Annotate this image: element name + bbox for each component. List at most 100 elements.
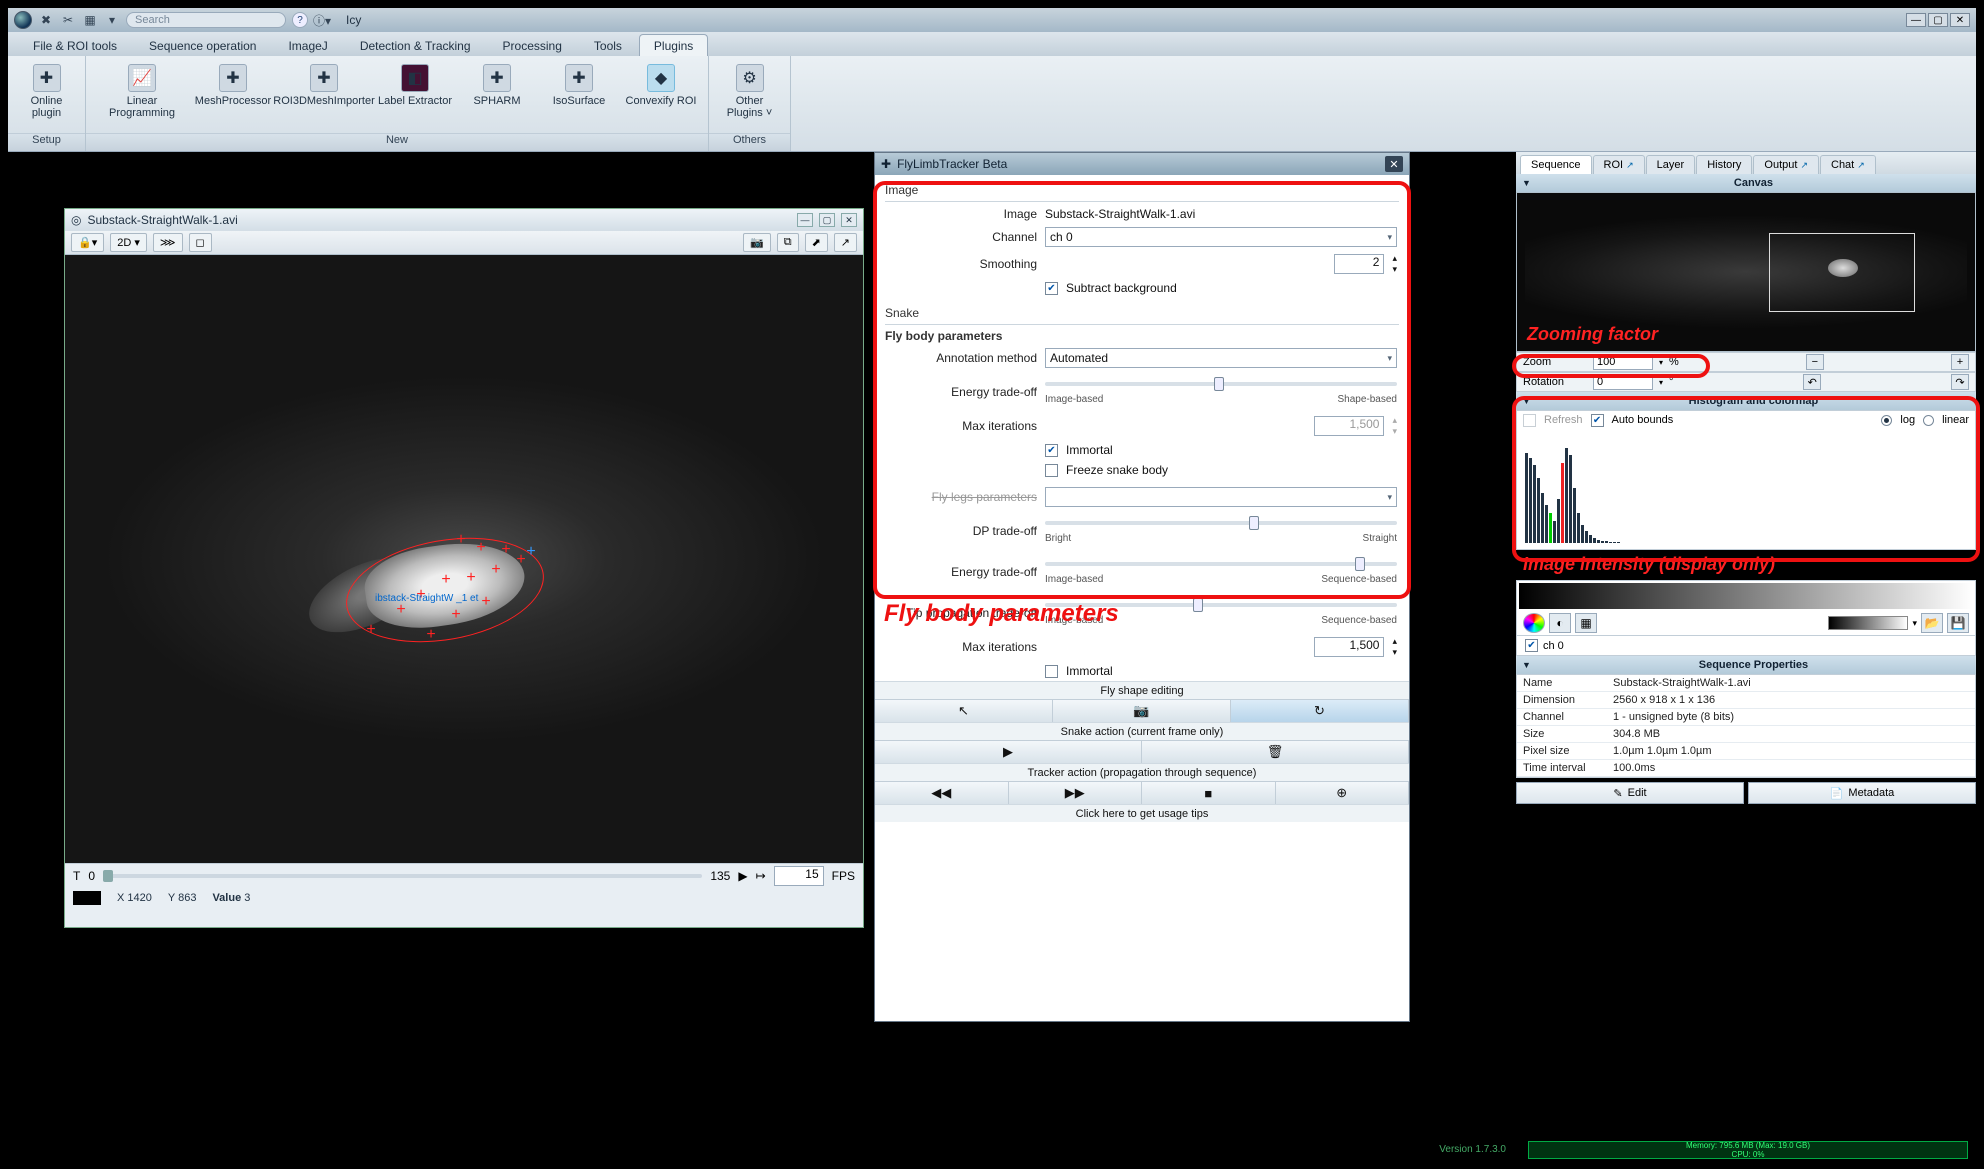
tool-icon[interactable]: ✂ [60, 12, 76, 28]
maxiter2-input[interactable]: 1,500 [1314, 637, 1384, 657]
minimize-button[interactable]: — [1906, 13, 1926, 27]
rotation-input[interactable] [1593, 374, 1653, 390]
info-icon[interactable]: ⓘ▾ [314, 12, 330, 28]
help-button[interactable]: ? [292, 12, 308, 28]
grid-icon[interactable]: ▦ [82, 12, 98, 28]
lut-swatch[interactable] [1828, 616, 1908, 630]
layers-button[interactable]: ⋙ [153, 233, 183, 252]
timeline-slider[interactable] [103, 874, 702, 878]
viewer-min-button[interactable]: — [797, 213, 813, 227]
viewer-max-button[interactable]: ▢ [819, 213, 835, 227]
immortal2-checkbox[interactable] [1045, 665, 1058, 678]
tab-layer[interactable]: Layer [1646, 155, 1696, 174]
lut-open-button[interactable]: 📂 [1921, 613, 1943, 633]
ribbon-online-plugin[interactable]: ✚Online plugin [16, 60, 77, 123]
immortal-checkbox[interactable]: ✔ [1045, 444, 1058, 457]
control-point[interactable]: + [395, 605, 407, 617]
control-point[interactable]: + [500, 545, 512, 557]
canvas-overview[interactable]: Zooming factor [1516, 192, 1976, 352]
smoothing-input[interactable]: 2 [1334, 254, 1384, 274]
zoom-input[interactable] [1593, 354, 1653, 370]
ribbon-convexify-roi[interactable]: ◆Convexify ROI [622, 60, 700, 111]
snake-run-button[interactable]: ▶ [875, 741, 1142, 763]
lut-gradient[interactable] [1519, 583, 1973, 609]
control-point[interactable]: + [365, 625, 377, 637]
tracker-rewind-button[interactable]: ◀◀ [875, 782, 1009, 804]
ribbon-spharm[interactable]: ✚SPHARM [458, 60, 536, 111]
tracker-forward-button[interactable]: ▶▶ [1009, 782, 1143, 804]
lut-checker-button[interactable]: ▦ [1575, 613, 1597, 633]
viewer-close-button[interactable]: ✕ [841, 213, 857, 227]
annotation-select[interactable]: Automated▾ [1045, 348, 1397, 368]
ch0-checkbox[interactable]: ✔ [1525, 639, 1538, 652]
energy2-slider[interactable] [1045, 562, 1397, 566]
menutab-tools[interactable]: Tools [579, 34, 637, 56]
control-point[interactable]: + [440, 575, 452, 587]
tracker-target-button[interactable]: ⊕ [1276, 782, 1410, 804]
rotate-cw-button[interactable]: ↷ [1951, 374, 1969, 390]
reset-tool-button[interactable]: ↻ [1231, 700, 1409, 722]
menutab-file[interactable]: File & ROI tools [18, 34, 132, 56]
control-point[interactable]: + [490, 565, 502, 577]
rotate-ccw-button[interactable]: ↶ [1803, 374, 1821, 390]
histogram-panel-header[interactable]: ▼Histogram and colormap [1516, 392, 1976, 410]
channel-select[interactable]: ch 0▾ [1045, 227, 1397, 247]
tracker-stop-button[interactable]: ■ [1142, 782, 1276, 804]
loop-button[interactable]: ↦ [756, 869, 766, 883]
overview-viewport[interactable] [1769, 233, 1916, 312]
duplicate-button[interactable]: ⧉ [777, 233, 799, 252]
seqprops-panel-header[interactable]: ▼Sequence Properties [1516, 656, 1976, 674]
menutab-sequence[interactable]: Sequence operation [134, 34, 271, 56]
menutab-plugins[interactable]: Plugins [639, 34, 708, 56]
tips-link[interactable]: Click here to get usage tips [875, 804, 1409, 822]
log-radio[interactable] [1881, 415, 1892, 426]
tab-sequence[interactable]: Sequence [1520, 155, 1592, 174]
edit-button[interactable]: ✎Edit [1516, 782, 1744, 804]
popout-button[interactable]: ↗ [834, 233, 857, 252]
ribbon-linear-programming[interactable]: 📈Linear Programming [94, 60, 190, 123]
menutab-processing[interactable]: Processing [488, 34, 577, 56]
plugin-close-button[interactable]: ✕ [1385, 156, 1403, 172]
control-point[interactable]: + [480, 597, 492, 609]
search-input[interactable]: Search [126, 12, 286, 28]
menutab-imagej[interactable]: ImageJ [273, 34, 342, 56]
maximize-button[interactable]: ▢ [1928, 13, 1948, 27]
control-point-head[interactable]: + [525, 547, 537, 559]
control-point[interactable]: + [475, 543, 487, 555]
tab-roi[interactable]: ROI↗ [1593, 155, 1645, 174]
control-point[interactable]: + [455, 535, 467, 547]
control-point[interactable]: + [425, 630, 437, 642]
tool-icon[interactable]: ✖ [38, 12, 54, 28]
dropdown-icon[interactable]: ▾ [104, 12, 120, 28]
ribbon-meshprocessor[interactable]: ✚MeshProcessor [194, 60, 272, 111]
legs-annotation-select[interactable]: ▾ [1045, 487, 1397, 507]
control-point[interactable]: + [450, 610, 462, 622]
energy-slider[interactable] [1045, 382, 1397, 386]
close-button[interactable]: ✕ [1950, 13, 1970, 27]
tab-chat[interactable]: Chat↗ [1820, 155, 1876, 174]
ribbon-label-extractor[interactable]: ◧Label Extractor [376, 60, 454, 111]
tab-output[interactable]: Output↗ [1753, 155, 1819, 174]
view-mode-select[interactable]: 2D ▾ [110, 233, 147, 252]
fps-input[interactable]: 15 [774, 866, 824, 886]
snake-delete-button[interactable]: 🗑 [1142, 741, 1409, 763]
snapshot-tool-button[interactable]: 📷 [1053, 700, 1231, 722]
lut-color-button[interactable] [1523, 613, 1545, 633]
menutab-detection[interactable]: Detection & Tracking [345, 34, 486, 56]
cursor-tool-button[interactable]: ↖ [875, 700, 1053, 722]
autobounds-checkbox[interactable]: ✔ [1591, 414, 1604, 427]
zoom-in-button[interactable]: + [1951, 354, 1969, 370]
crop-button[interactable]: ◻ [189, 233, 212, 252]
snapshot-button[interactable]: 📷 [743, 233, 771, 252]
tab-history[interactable]: History [1696, 155, 1752, 174]
lock-button[interactable]: 🔒▾ [71, 233, 104, 252]
freeze-checkbox[interactable] [1045, 464, 1058, 477]
zoom-out-button[interactable]: − [1806, 354, 1824, 370]
lut-gray-button[interactable]: ◐ [1549, 613, 1571, 633]
lut-save-button[interactable]: 💾 [1947, 613, 1969, 633]
ribbon-roi3dmeshimporter[interactable]: ✚ROI3DMeshImporter [276, 60, 372, 111]
subtract-bg-checkbox[interactable]: ✔ [1045, 282, 1058, 295]
linear-radio[interactable] [1923, 415, 1934, 426]
maxiter-input[interactable]: 1,500 [1314, 416, 1384, 436]
canvas-panel-header[interactable]: ▼Canvas [1516, 174, 1976, 192]
